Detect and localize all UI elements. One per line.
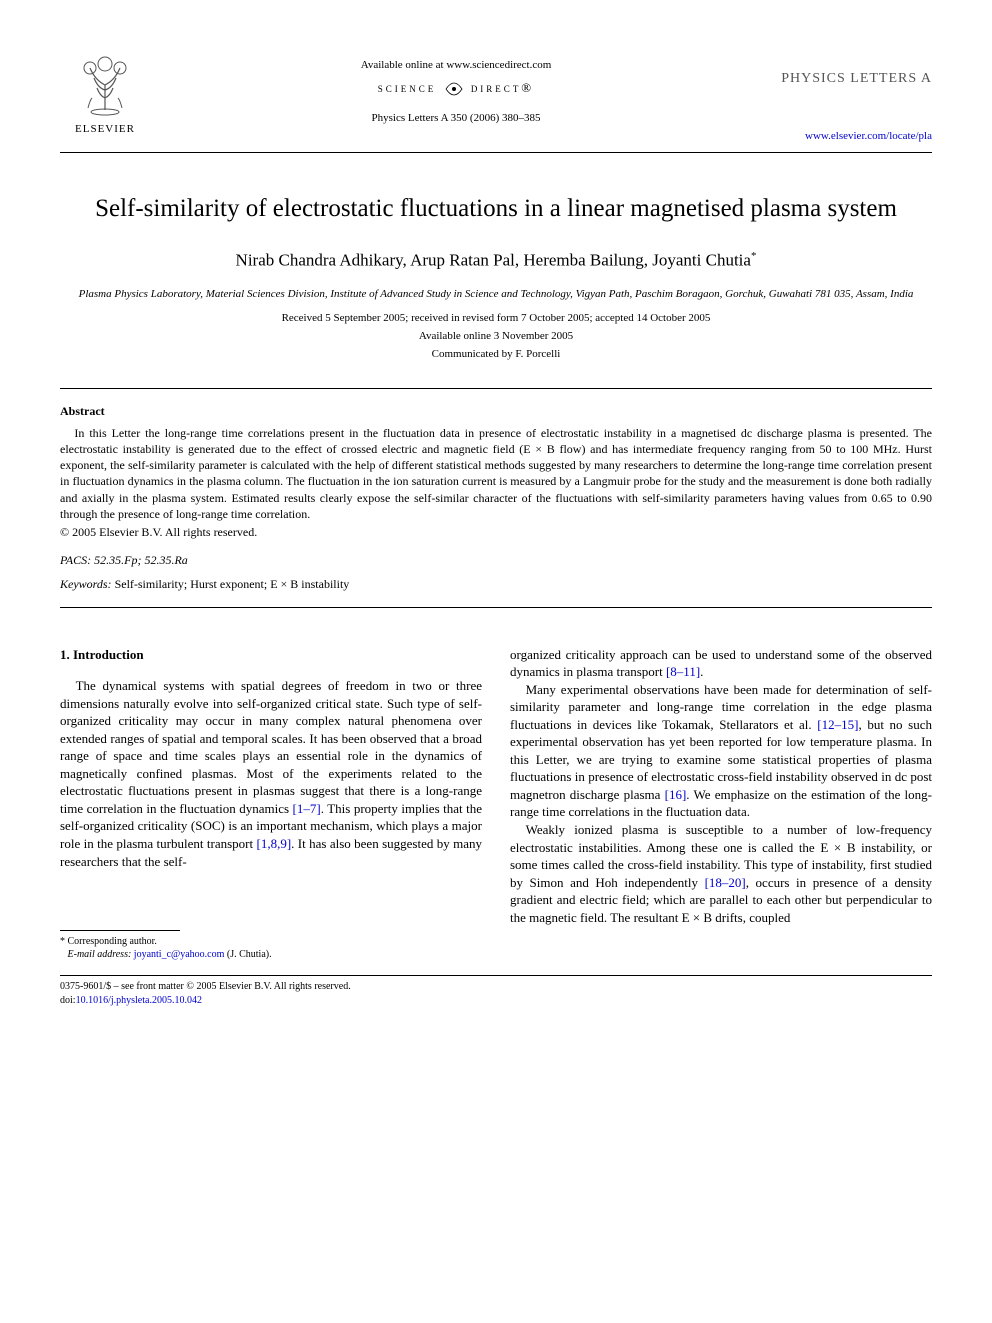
corresponding-author-footnote: * Corresponding author. E-mail address: … [60,935,482,961]
keywords-text: Self-similarity; Hurst exponent; E × B i… [112,577,350,591]
introduction-heading: 1. Introduction [60,646,482,664]
journal-url-link[interactable]: www.elsevier.com/locate/pla [762,129,932,144]
footer-copyright: 0375-9601/$ – see front matter © 2005 El… [60,981,351,992]
footnote-text: Corresponding author. [65,936,157,947]
email-attribution: (J. Chutia). [224,949,271,960]
sciencedirect-swirl-icon [440,79,468,99]
doi-label: doi: [60,995,76,1006]
citation-link[interactable]: [16] [665,787,687,802]
right-header: PHYSICS LETTERS A www.elsevier.com/locat… [762,50,932,144]
journal-reference: Physics Letters A 350 (2006) 380–385 [150,111,762,126]
body-columns: 1. Introduction The dynamical systems wi… [60,646,932,962]
pacs: PACS: 52.35.Fp; 52.35.Ra [60,552,932,568]
footnote-rule [60,930,180,931]
header: ELSEVIER Available online at www.science… [60,50,932,144]
header-divider [60,152,932,153]
email-link[interactable]: joyanti_c@yahoo.com [131,949,224,960]
pacs-codes: 52.35.Fp; 52.35.Ra [91,553,188,567]
text-fragment: organized criticality approach can be us… [510,647,932,680]
email-label: E-mail address: [68,949,132,960]
journal-brand: PHYSICS LETTERS A [762,70,932,89]
elsevier-tree-icon [70,50,140,120]
available-date: Available online 3 November 2005 [60,329,932,344]
science-direct-text: science [378,80,437,95]
intro-paragraph-2: Many experimental observations have been… [510,681,932,821]
doi-link[interactable]: 10.1016/j.physleta.2005.10.042 [76,995,202,1006]
intro-paragraph-3: Weakly ionized plasma is susceptible to … [510,821,932,926]
affiliation: Plasma Physics Laboratory, Material Scie… [60,287,932,301]
text-fragment: The dynamical systems with spatial degre… [60,678,482,816]
article-title: Self-similarity of electrostatic fluctua… [60,193,932,226]
text-fragment: . [700,664,703,679]
available-online: Available online at www.sciencedirect.co… [150,58,762,73]
citation-link[interactable]: [18–20] [705,875,746,890]
authors-text: Nirab Chandra Adhikary, Arup Ratan Pal, … [236,251,751,270]
footer: 0375-9601/$ – see front matter © 2005 El… [60,980,932,1008]
citation-link[interactable]: [1,8,9] [256,836,291,851]
intro-paragraph-1-cont: organized criticality approach can be us… [510,646,932,681]
intro-paragraph-1: The dynamical systems with spatial degre… [60,677,482,870]
abstract-label: Abstract [60,403,932,419]
right-column: organized criticality approach can be us… [510,646,932,962]
copyright: © 2005 Elsevier B.V. All rights reserved… [60,524,932,540]
footer-divider [60,975,932,976]
abstract-text: In this Letter the long-range time corre… [60,425,932,522]
science-direct-text2: direct® [471,80,534,95]
citation-link[interactable]: [8–11] [666,664,700,679]
center-header: Available online at www.sciencedirect.co… [150,50,762,126]
abstract-top-divider [60,388,932,389]
citation-link[interactable]: [1–7] [293,801,321,816]
publisher-logo-block: ELSEVIER [60,50,150,137]
publisher-label: ELSEVIER [75,122,135,137]
abstract-bottom-divider [60,607,932,608]
corresponding-marker: * [751,250,757,262]
keywords-label: Keywords: [60,577,112,591]
science-direct-logo: science direct® [150,79,762,99]
communicated-by: Communicated by F. Porcelli [60,347,932,362]
keywords: Keywords: Self-similarity; Hurst exponen… [60,576,932,592]
received-dates: Received 5 September 2005; received in r… [60,311,932,326]
pacs-label: PACS: [60,553,91,567]
authors: Nirab Chandra Adhikary, Arup Ratan Pal, … [60,249,932,273]
left-column: 1. Introduction The dynamical systems wi… [60,646,482,962]
citation-link[interactable]: [12–15] [817,717,858,732]
